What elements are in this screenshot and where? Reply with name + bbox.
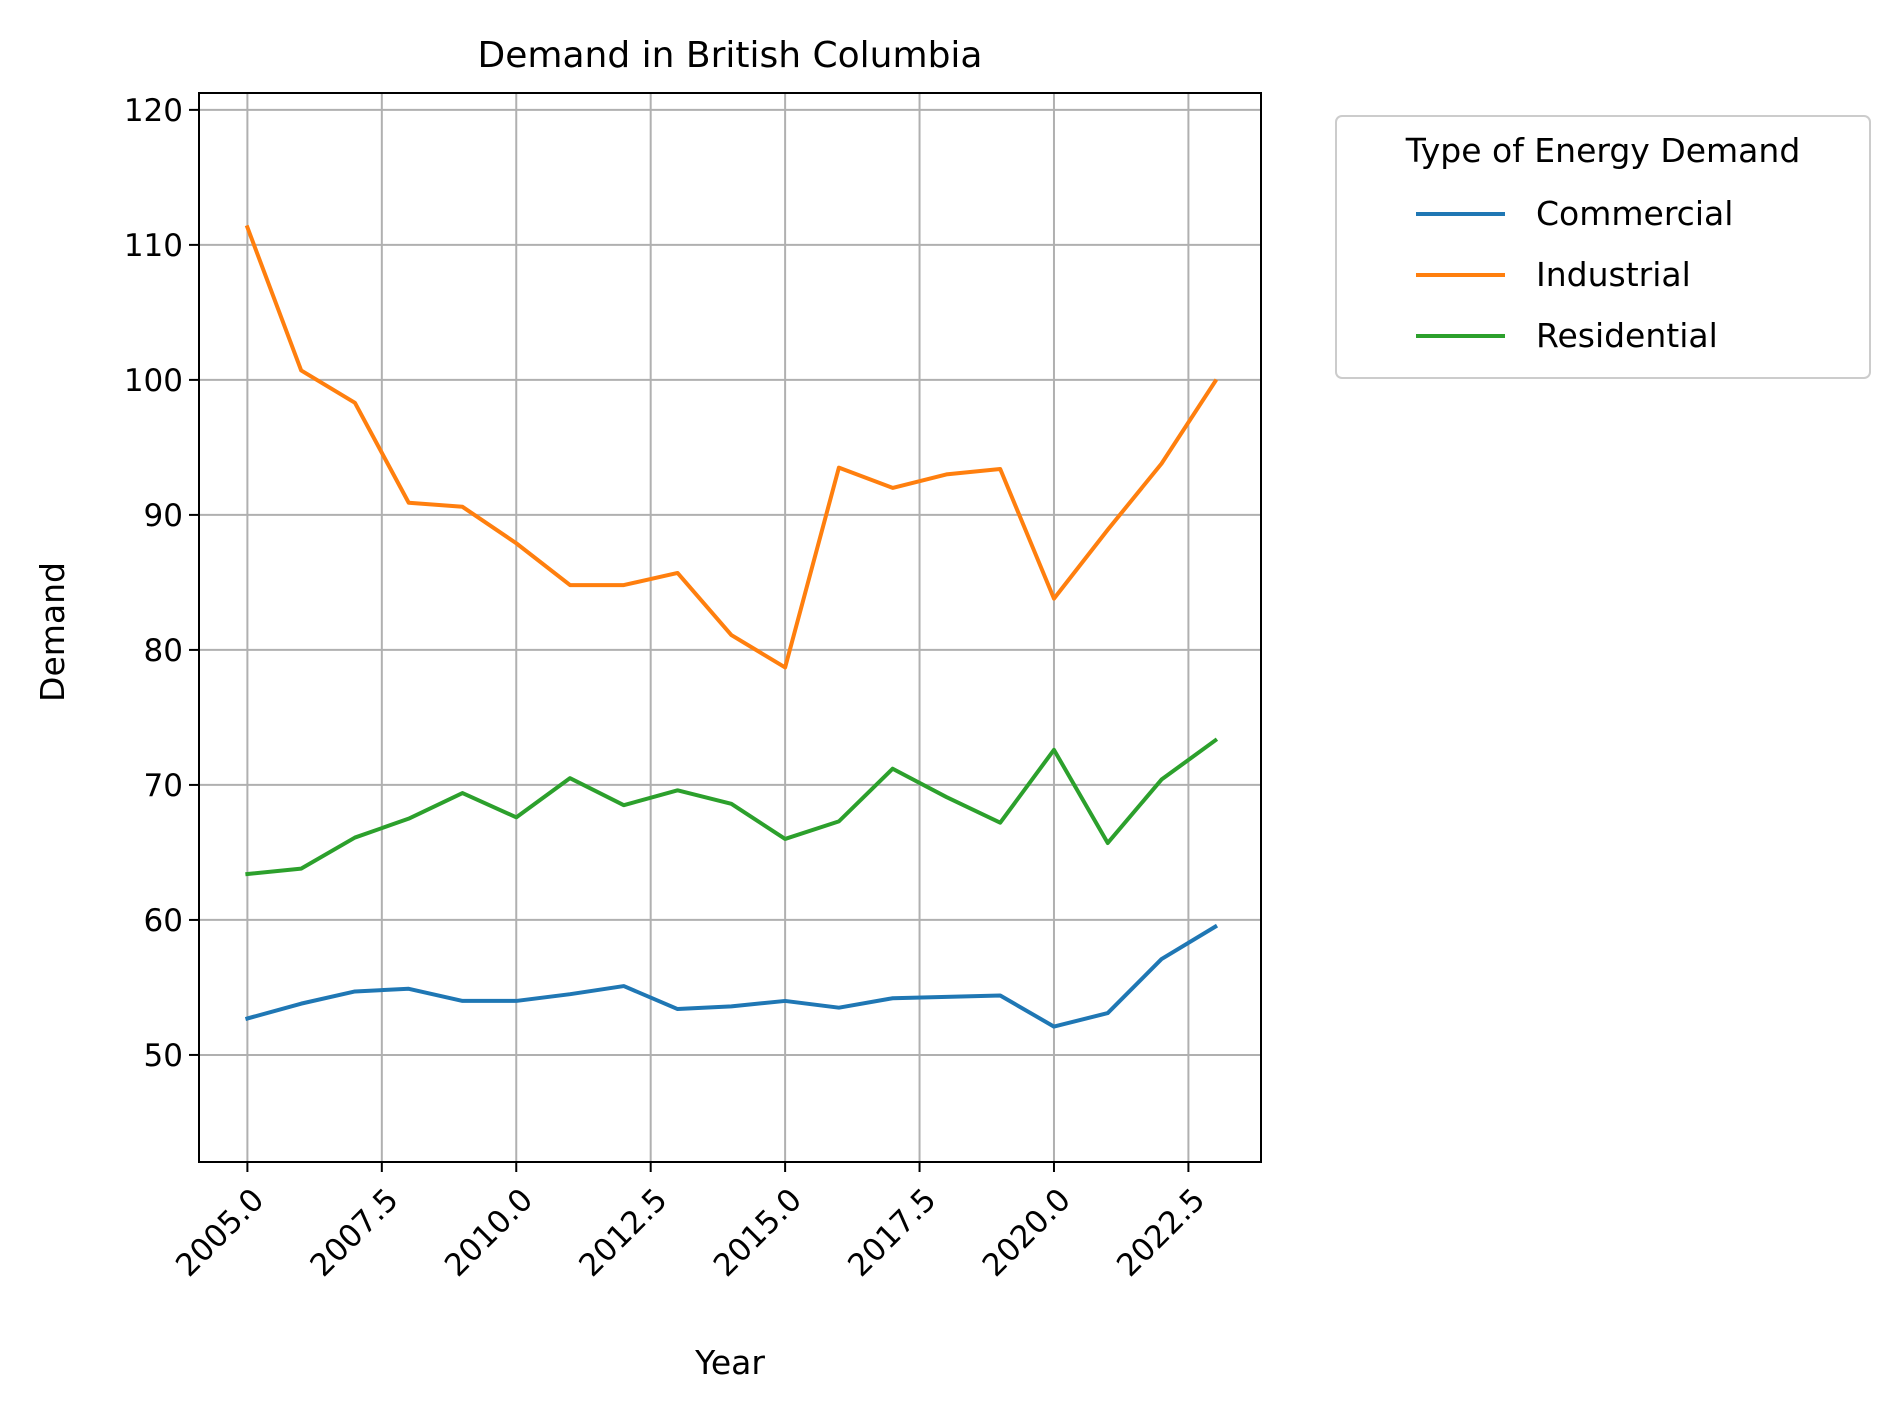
- x-tick-label: 2015.0: [707, 1182, 809, 1284]
- plot-series: [244, 224, 1219, 1029]
- series-line-industrial: [244, 224, 1219, 670]
- x-tick-label: 2012.5: [572, 1182, 674, 1284]
- legend-label-industrial: Industrial: [1536, 255, 1691, 294]
- y-tick-label: 70: [144, 768, 183, 804]
- y-tick-label: 50: [144, 1038, 183, 1074]
- legend: Type of Energy Demand Commercial Industri…: [1335, 115, 1871, 379]
- y-axis-label: Demand: [33, 562, 72, 702]
- legend-title: Type of Energy Demand: [1405, 131, 1801, 170]
- y-tick-label: 80: [144, 633, 183, 669]
- x-axis-label: Year: [694, 1343, 765, 1382]
- y-tick-label: 60: [144, 903, 183, 939]
- x-tick-label: 2005.0: [169, 1182, 271, 1284]
- x-tick-label: 2007.5: [304, 1182, 406, 1284]
- legend-entries: Commercial Industrial Residential: [1416, 194, 1733, 355]
- x-tick-label: 2022.5: [1110, 1182, 1212, 1284]
- x-axis-ticks: 2005.0 2007.5 2010.0 2012.5 2015.0 2017.5 2020…: [169, 1162, 1212, 1284]
- y-tick-label: 120: [124, 93, 183, 129]
- chart-title: Demand in British Columbia: [478, 35, 983, 76]
- series-line-commercial: [244, 923, 1219, 1029]
- y-tick-label: 110: [124, 228, 183, 264]
- y-tick-label: 90: [144, 498, 183, 534]
- x-tick-label: 2020.0: [976, 1182, 1078, 1284]
- plot-area-frame: [198, 92, 1262, 1163]
- y-axis-ticks: 50 60 70 80 90 100 110 120: [124, 93, 199, 1074]
- legend-label-commercial: Commercial: [1536, 194, 1733, 233]
- x-tick-label: 2010.0: [438, 1182, 540, 1284]
- y-tick-label: 100: [124, 363, 183, 399]
- grid: [199, 93, 1261, 1162]
- x-tick-label: 2017.5: [841, 1182, 943, 1284]
- series-line-residential: [245, 737, 1219, 877]
- legend-label-residential: Residential: [1536, 316, 1718, 355]
- legend-box: [1335, 115, 1871, 379]
